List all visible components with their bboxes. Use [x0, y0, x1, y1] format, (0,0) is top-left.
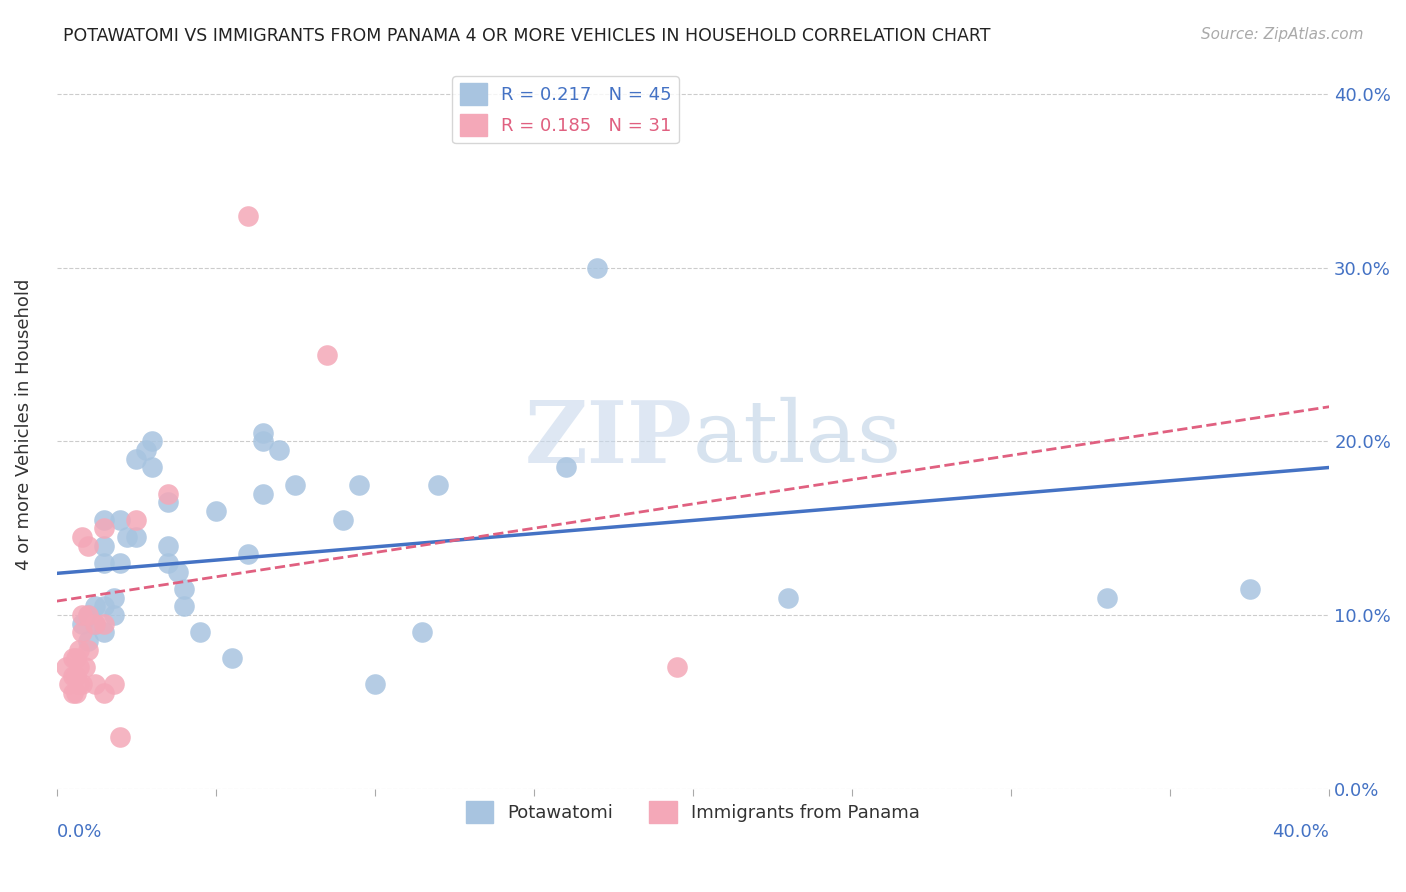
Point — [141, 460, 163, 475]
Point — [173, 582, 195, 596]
Point — [110, 730, 132, 744]
Point — [586, 260, 609, 275]
Point — [93, 616, 115, 631]
Point — [103, 677, 125, 691]
Text: ZIP: ZIP — [526, 397, 693, 481]
Point — [778, 591, 800, 605]
Point — [83, 599, 105, 614]
Text: Source: ZipAtlas.com: Source: ZipAtlas.com — [1201, 27, 1364, 42]
Point — [252, 434, 274, 449]
Point — [67, 677, 90, 691]
Point — [156, 486, 179, 500]
Point — [236, 209, 259, 223]
Point — [252, 486, 274, 500]
Point — [83, 616, 105, 631]
Point — [135, 443, 157, 458]
Point — [93, 686, 115, 700]
Point — [125, 530, 148, 544]
Point — [188, 625, 211, 640]
Point — [347, 478, 370, 492]
Point — [93, 512, 115, 526]
Point — [83, 616, 105, 631]
Point — [173, 599, 195, 614]
Point — [77, 607, 100, 622]
Point — [236, 547, 259, 561]
Point — [666, 660, 689, 674]
Y-axis label: 4 or more Vehicles in Household: 4 or more Vehicles in Household — [15, 278, 32, 570]
Point — [55, 660, 77, 674]
Point — [77, 634, 100, 648]
Point — [70, 625, 93, 640]
Text: POTAWATOMI VS IMMIGRANTS FROM PANAMA 4 OR MORE VEHICLES IN HOUSEHOLD CORRELATION: POTAWATOMI VS IMMIGRANTS FROM PANAMA 4 O… — [63, 27, 991, 45]
Point — [103, 607, 125, 622]
Point — [67, 642, 90, 657]
Point — [364, 677, 387, 691]
Point — [269, 443, 291, 458]
Point — [93, 539, 115, 553]
Point — [125, 451, 148, 466]
Point — [103, 591, 125, 605]
Point — [427, 478, 450, 492]
Legend: Potawatomi, Immigrants from Panama: Potawatomi, Immigrants from Panama — [458, 794, 927, 830]
Point — [70, 616, 93, 631]
Point — [77, 607, 100, 622]
Point — [93, 556, 115, 570]
Text: atlas: atlas — [693, 397, 903, 480]
Point — [93, 625, 115, 640]
Text: 40.0%: 40.0% — [1272, 823, 1329, 841]
Point — [62, 686, 84, 700]
Point — [1239, 582, 1261, 596]
Point — [70, 607, 93, 622]
Point — [62, 669, 84, 683]
Point — [77, 539, 100, 553]
Point — [284, 478, 307, 492]
Point — [156, 556, 179, 570]
Point — [115, 530, 138, 544]
Point — [67, 660, 90, 674]
Point — [156, 539, 179, 553]
Point — [1095, 591, 1118, 605]
Point — [70, 530, 93, 544]
Point — [65, 651, 87, 665]
Point — [221, 651, 243, 665]
Point — [110, 512, 132, 526]
Point — [75, 660, 97, 674]
Point — [70, 677, 93, 691]
Point — [65, 686, 87, 700]
Point — [77, 642, 100, 657]
Point — [316, 348, 339, 362]
Point — [204, 504, 226, 518]
Point — [83, 677, 105, 691]
Point — [93, 521, 115, 535]
Point — [554, 460, 576, 475]
Point — [141, 434, 163, 449]
Point — [166, 565, 188, 579]
Point — [58, 677, 80, 691]
Point — [93, 599, 115, 614]
Point — [110, 556, 132, 570]
Point — [332, 512, 354, 526]
Point — [62, 651, 84, 665]
Point — [125, 512, 148, 526]
Point — [65, 669, 87, 683]
Point — [252, 425, 274, 440]
Point — [156, 495, 179, 509]
Text: 0.0%: 0.0% — [56, 823, 103, 841]
Point — [411, 625, 433, 640]
